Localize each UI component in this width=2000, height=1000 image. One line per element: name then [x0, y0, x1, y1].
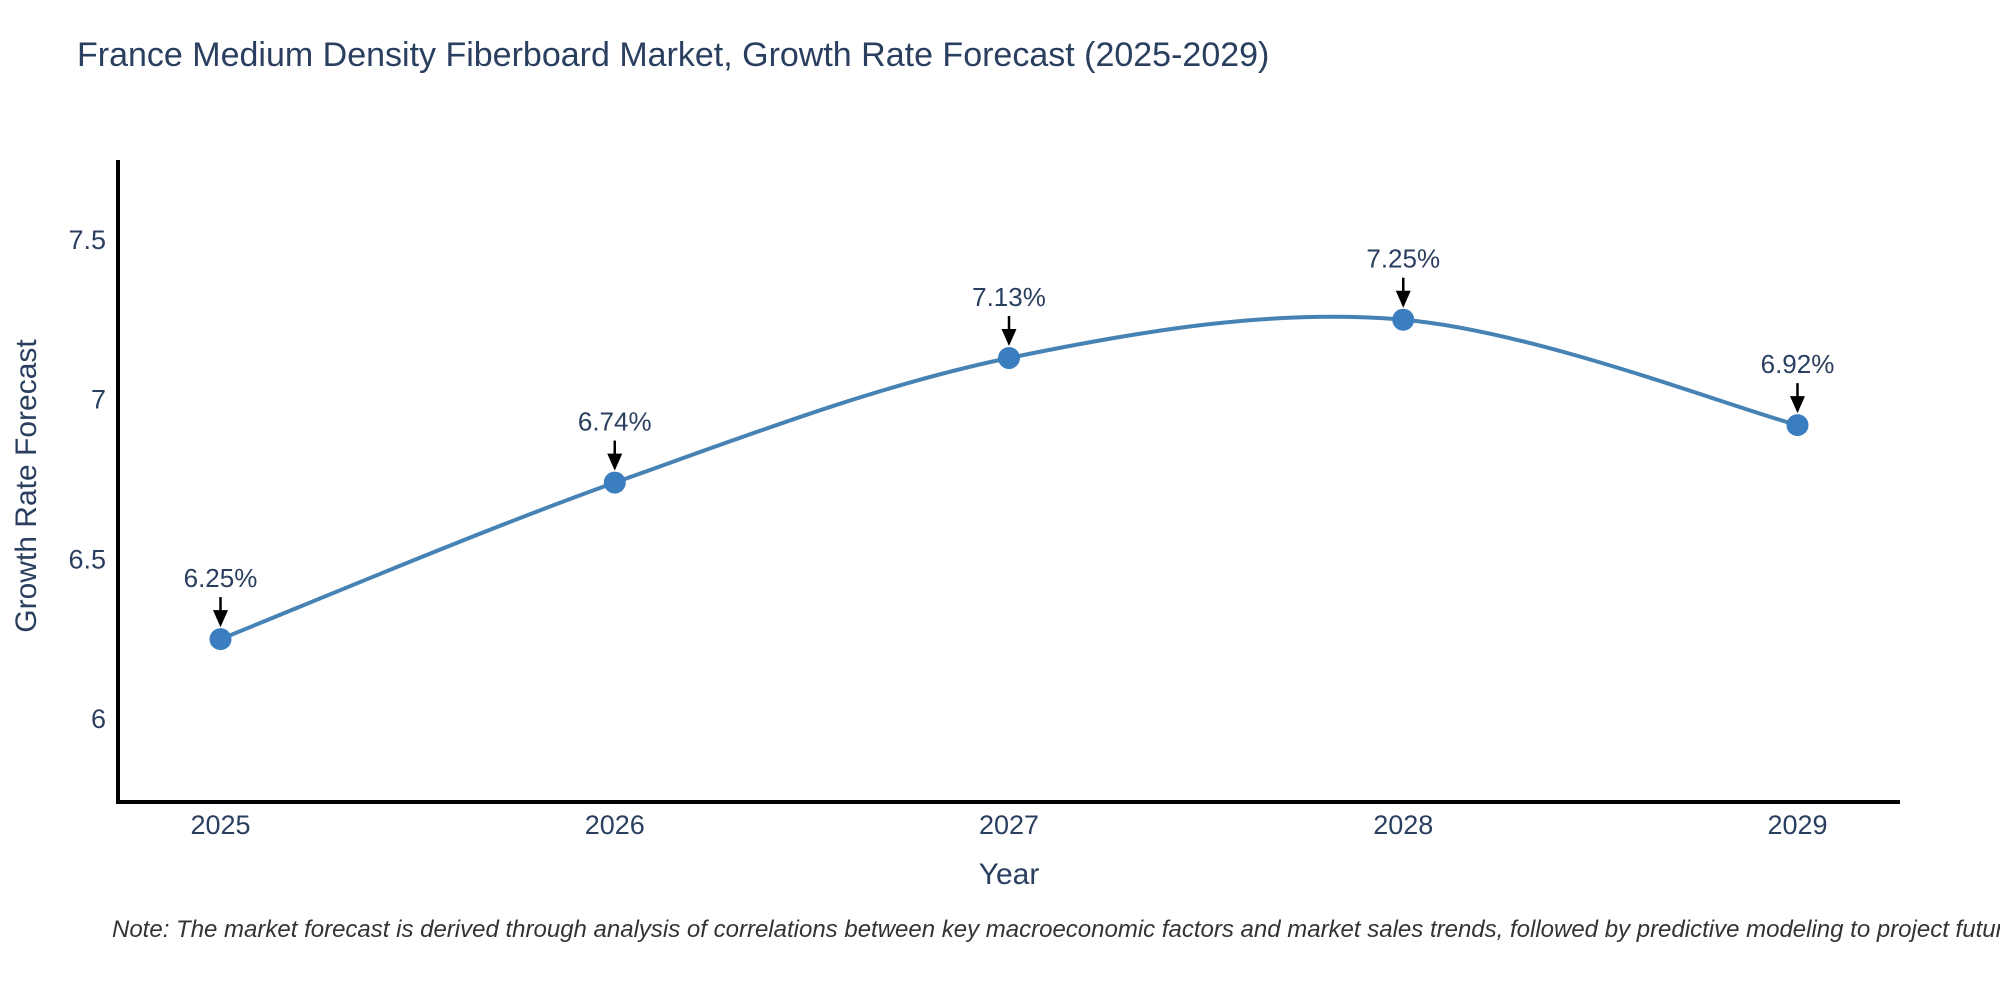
point-annotation-label: 7.13%: [972, 282, 1046, 312]
point-annotation-label: 6.25%: [184, 563, 258, 593]
x-axis-title: Year: [978, 858, 1040, 891]
point-annotation: 6.25%: [184, 563, 258, 628]
data-point-marker: [209, 628, 232, 651]
point-annotation-label: 6.74%: [578, 407, 652, 437]
x-tick-label: 2026: [585, 810, 645, 840]
annotation-arrowhead-icon: [1789, 396, 1805, 414]
y-tick-label: 6: [91, 704, 106, 734]
data-point-marker: [1786, 414, 1809, 437]
point-annotation-label: 6.92%: [1761, 349, 1835, 379]
x-tick-label: 2028: [1373, 810, 1433, 840]
y-tick-label: 6.5: [68, 544, 106, 574]
y-axis-title: Growth Rate Forecast: [10, 339, 43, 633]
point-annotation: 7.13%: [972, 282, 1046, 347]
annotation-arrowhead-icon: [1001, 329, 1017, 347]
y-tick-label: 7.5: [68, 225, 106, 255]
annotation-arrowhead-icon: [607, 453, 623, 471]
point-annotation: 7.25%: [1366, 244, 1440, 308]
point-annotation-label: 7.25%: [1366, 244, 1440, 274]
point-annotation: 6.92%: [1761, 349, 1835, 414]
point-annotation: 6.74%: [578, 407, 652, 471]
annotation-arrowhead-icon: [1395, 290, 1411, 308]
data-point-marker: [603, 471, 626, 494]
y-tick-label: 7: [91, 385, 106, 415]
data-point-marker: [1392, 308, 1415, 331]
x-tick-label: 2027: [979, 810, 1039, 840]
chart-title: France Medium Density Fiberboard Market,…: [77, 36, 1270, 74]
x-tick-label: 2029: [1767, 810, 1827, 840]
annotation-arrowhead-icon: [213, 610, 229, 628]
plot-area: 6 6.5 7 7.5 2025 2026 2027 2028 2029 6.25% 6.74% 7.…: [68, 160, 1900, 840]
x-tick-label: 2025: [190, 810, 250, 840]
chart-note: Note: The market forecast is derived thr…: [112, 916, 2000, 943]
data-point-marker: [998, 347, 1020, 370]
